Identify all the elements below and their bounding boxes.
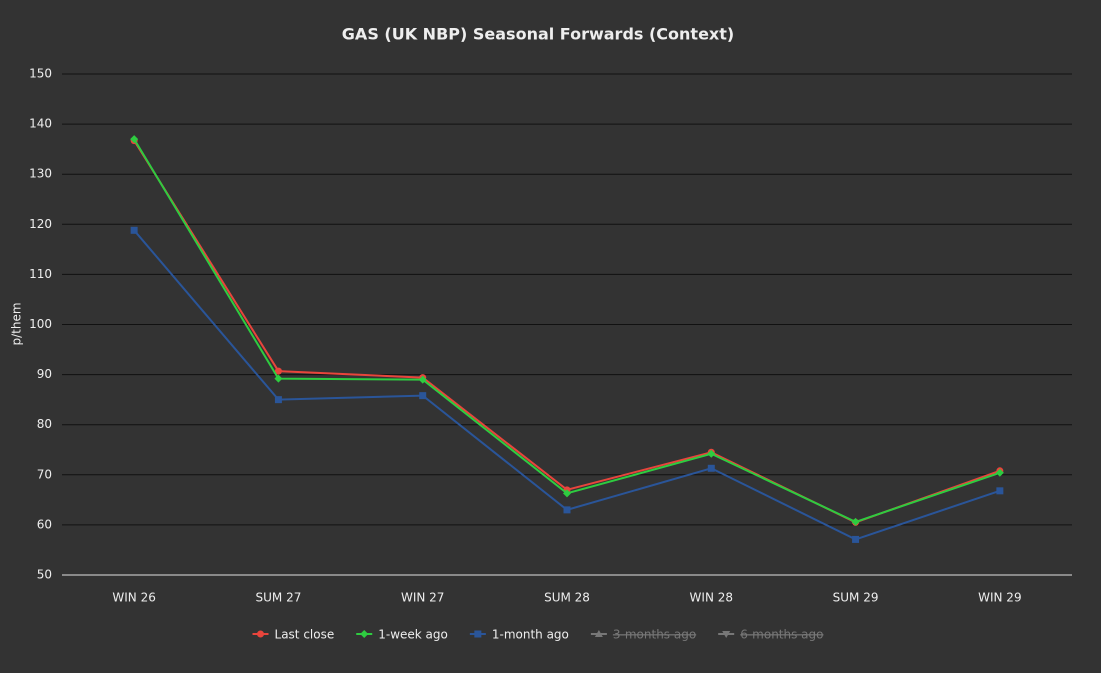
series-line: [133, 140, 1001, 524]
legend-label: 6-months ago: [740, 628, 823, 642]
x-tick-label: SUM 28: [544, 591, 590, 605]
y-tick-label: 110: [29, 267, 52, 281]
marker: [852, 535, 860, 543]
marker: [995, 468, 1004, 477]
marker: [274, 396, 282, 404]
x-tick-label: WIN 27: [401, 591, 444, 605]
marker: [274, 374, 283, 383]
marker: [996, 487, 1004, 495]
y-tick-label: 150: [29, 67, 52, 81]
y-tick-label: 50: [37, 568, 52, 582]
x-tick-label: SUM 29: [833, 591, 879, 605]
x-tick-label: WIN 29: [978, 591, 1021, 605]
y-axis-label: p/them: [10, 302, 24, 345]
marker: [707, 449, 716, 458]
marker: [851, 517, 860, 526]
y-tick-label: 80: [37, 417, 52, 431]
legend: Last close 1-week ago 1-month ago 3-months …: [252, 628, 823, 642]
marker: [419, 392, 427, 400]
marker: [257, 630, 265, 638]
legend-label: Last close: [275, 628, 335, 642]
x-tick-label: WIN 26: [112, 591, 155, 605]
y-tick-label: 90: [37, 367, 52, 381]
y-tick-label: 70: [37, 467, 52, 481]
x-tick-label: WIN 28: [690, 591, 733, 605]
marker: [130, 226, 138, 234]
legend-label: 3-months ago: [613, 628, 696, 642]
series-line: [133, 138, 1001, 523]
marker: [722, 631, 731, 638]
chart-title: GAS (UK NBP) Seasonal Forwards (Context): [342, 25, 734, 44]
marker: [707, 464, 715, 472]
legend-label: 1-week ago: [378, 628, 448, 642]
legend-label: 1-month ago: [492, 628, 569, 642]
marker: [474, 630, 482, 638]
marker: [563, 506, 571, 514]
x-tick-label: SUM 27: [256, 591, 302, 605]
marker: [594, 630, 603, 637]
marker: [130, 135, 139, 144]
y-tick-label: 100: [29, 317, 52, 331]
y-tick-label: 140: [29, 117, 52, 131]
y-tick-label: 130: [29, 167, 52, 181]
marker: [360, 630, 369, 638]
marker: [418, 375, 427, 384]
y-tick-label: 60: [37, 517, 52, 531]
y-tick-label: 120: [29, 217, 52, 231]
marker: [563, 489, 571, 498]
marker: [274, 367, 282, 375]
